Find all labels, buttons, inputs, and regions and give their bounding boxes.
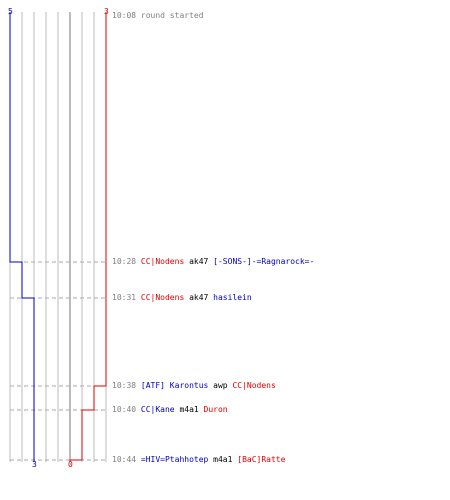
red-start-score: 3 (104, 7, 109, 16)
blue-team-line (9, 12, 35, 462)
event-time: 10:28 (112, 257, 141, 266)
event-text: =HIV=Ptahhotep (140, 455, 209, 464)
event-text: [BaC]Ratte (237, 455, 286, 464)
event-text: m4a1 (208, 455, 238, 464)
event-time: 10:38 (112, 381, 141, 390)
event-time: 10:40 (112, 405, 141, 414)
event-row: 10:44 =HIV=Ptahhotep m4a1 [BaC]Ratte (112, 455, 285, 465)
event-text: CC|Nodens (140, 257, 185, 266)
event-text: awp (208, 381, 233, 390)
event-text: ak47 (184, 257, 214, 266)
event-text: Duron (203, 405, 228, 414)
blue-start-score: 5 (8, 7, 13, 16)
event-row: 10:38 [ATF] Karontus awp CC|Nodens (112, 381, 276, 391)
red-team-line (69, 12, 107, 462)
event-text: ak47 (184, 293, 214, 302)
event-row: 10:08 round started (112, 11, 204, 21)
event-text: hasilein (213, 293, 252, 302)
event-text: round started (140, 11, 204, 20)
event-text: [ATF] Karontus (140, 381, 209, 390)
event-text: [-SONS-]-=Ragnarock=- (213, 257, 315, 266)
event-time: 10:08 (112, 11, 141, 20)
event-time: 10:44 (112, 455, 141, 464)
event-row: 10:31 CC|Nodens ak47 hasilein (112, 293, 252, 303)
event-text: CC|Kane (140, 405, 175, 414)
event-text: CC|Nodens (232, 381, 276, 390)
event-text: m4a1 (174, 405, 204, 414)
blue-end-score: 3 (32, 460, 37, 469)
red-end-score: 0 (68, 460, 73, 469)
event-time: 10:31 (112, 293, 141, 302)
event-text: CC|Nodens (140, 293, 185, 302)
event-row: 10:40 CC|Kane m4a1 Duron (112, 405, 228, 415)
event-row: 10:28 CC|Nodens ak47 [-SONS-]-=Ragnarock… (112, 257, 314, 267)
